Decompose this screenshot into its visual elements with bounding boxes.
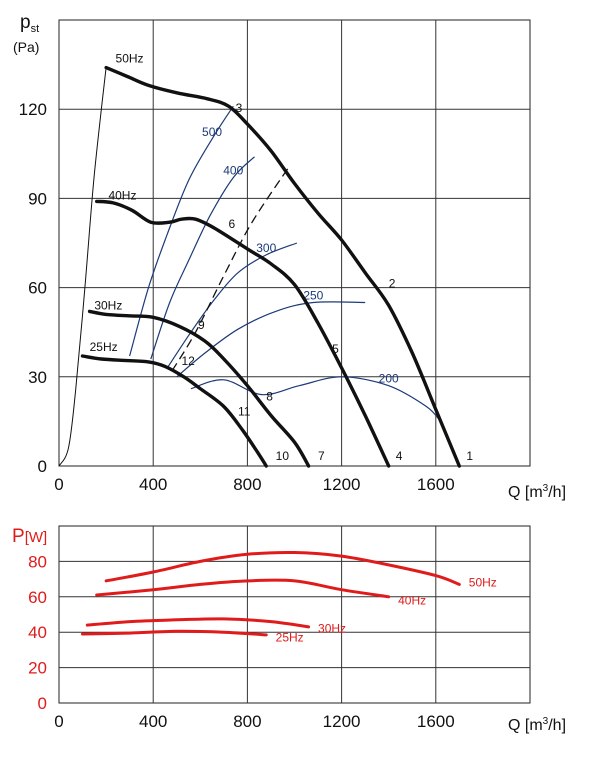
operating-point-label: 4 <box>396 449 403 463</box>
power-plot-frame <box>58 525 531 704</box>
power-curve-30Hz <box>85 617 311 629</box>
pressure-y-tick-label: 90 <box>28 189 47 208</box>
pressure-x-tick-label: 400 <box>139 475 167 494</box>
operating-point-label: 11 <box>238 404 251 418</box>
system-resistance-line <box>171 165 291 372</box>
iso-power-lines: 500 400 300 250 200 <box>129 105 441 422</box>
power-curve-40Hz <box>95 578 391 599</box>
operating-point-label: 9 <box>198 318 205 332</box>
pressure-x-tick-label: 1600 <box>417 475 455 494</box>
operating-point-label: 6 <box>229 217 236 231</box>
operating-point-label: 3 <box>236 101 243 115</box>
pressure-x-tick-label: 1200 <box>323 475 361 494</box>
iso-power-line-250 <box>176 301 366 378</box>
pressure-y-tick-label: 0 <box>38 457 47 476</box>
operating-point-label: 10 <box>276 449 290 463</box>
iso-power-label-200: 200 <box>379 372 399 386</box>
operating-point-label: 8 <box>266 390 273 404</box>
pressure-curve-25Hz <box>80 354 268 468</box>
pressure-grid <box>58 19 531 467</box>
zero-flow-line <box>58 67 107 467</box>
power-series-label-40Hz: 40Hz <box>398 593 426 607</box>
pressure-curve-40Hz <box>95 199 391 468</box>
power-y-tick-label: 80 <box>28 552 47 571</box>
pressure-series-label-50Hz: 50Hz <box>116 52 144 66</box>
pressure-axis-symbol: p <box>20 12 31 33</box>
iso-power-label-300: 300 <box>256 241 276 255</box>
operating-point-label: 7 <box>318 449 325 463</box>
iso-power-line-300 <box>166 242 298 369</box>
flow-axis-label-bottom: Q [m3/h] <box>508 716 566 734</box>
iso-power-line-200 <box>190 376 441 422</box>
iso-power-label-250: 250 <box>303 288 323 302</box>
pressure-y-tick-label: 30 <box>28 368 47 387</box>
power-axis-label: P[W] <box>12 526 47 547</box>
power-curves <box>81 550 461 637</box>
iso-power-line-500 <box>129 105 234 357</box>
operating-point-label: 2 <box>389 277 396 291</box>
power-curve-labels: 50Hz 40Hz 30Hz 25Hz <box>276 576 497 645</box>
power-curve-25Hz <box>81 629 268 637</box>
power-x-tick-label: 1200 <box>323 712 361 731</box>
power-x-tick-label: 0 <box>54 712 63 731</box>
power-y-tick-label: 40 <box>28 623 47 642</box>
pressure-y-tick-label: 60 <box>28 279 47 298</box>
pressure-plot-frame <box>58 19 531 467</box>
power-x-tick-label: 400 <box>139 712 167 731</box>
iso-power-label-500: 500 <box>202 125 222 139</box>
pressure-curves <box>80 65 461 468</box>
power-y-tick-label: 20 <box>28 659 47 678</box>
system-line <box>171 165 291 372</box>
pressure-series-label-25Hz: 25Hz <box>90 340 118 354</box>
iso-power-line-400 <box>150 156 255 360</box>
power-y-tick-label: 60 <box>28 588 47 607</box>
power-curve-50Hz <box>104 550 461 586</box>
pressure-tick-labels: 0 400 800 1200 1600 0 30 60 90 120 <box>19 100 455 494</box>
power-chart-panel: 0 400 800 1200 1600 0 20 40 60 80 50Hz 40Hz 30Hz 25H… <box>12 525 566 734</box>
iso-power-label-400: 400 <box>223 164 243 178</box>
pressure-series-label-30Hz: 30Hz <box>94 298 122 312</box>
power-y-tick-label: 0 <box>38 694 47 713</box>
zero-flow-curve <box>58 67 107 467</box>
pressure-axis-subscript: st <box>31 23 40 35</box>
pressure-curve-30Hz <box>87 309 311 468</box>
pressure-x-tick-label: 0 <box>54 475 63 494</box>
power-x-tick-label: 1600 <box>417 712 455 731</box>
pressure-y-tick-label: 120 <box>19 100 47 119</box>
power-series-label-30Hz: 30Hz <box>318 622 346 636</box>
pressure-x-tick-label: 800 <box>233 475 261 494</box>
power-x-tick-label: 800 <box>233 712 261 731</box>
pressure-axis-unit: (Pa) <box>13 39 39 55</box>
operating-point-label: 1 <box>466 449 473 463</box>
operating-point-label: 12 <box>181 354 195 368</box>
flow-axis-label-top: Q [m3/h] <box>508 483 566 501</box>
power-series-label-50Hz: 50Hz <box>469 576 497 590</box>
operating-point-label: 5 <box>332 342 339 356</box>
pressure-axis-label: pst <box>20 12 39 35</box>
power-tick-labels: 0 400 800 1200 1600 0 20 40 60 80 <box>28 552 455 731</box>
pressure-series-label-40Hz: 40Hz <box>108 188 136 202</box>
pressure-curve-50Hz <box>104 65 461 468</box>
power-series-label-25Hz: 25Hz <box>276 631 304 645</box>
